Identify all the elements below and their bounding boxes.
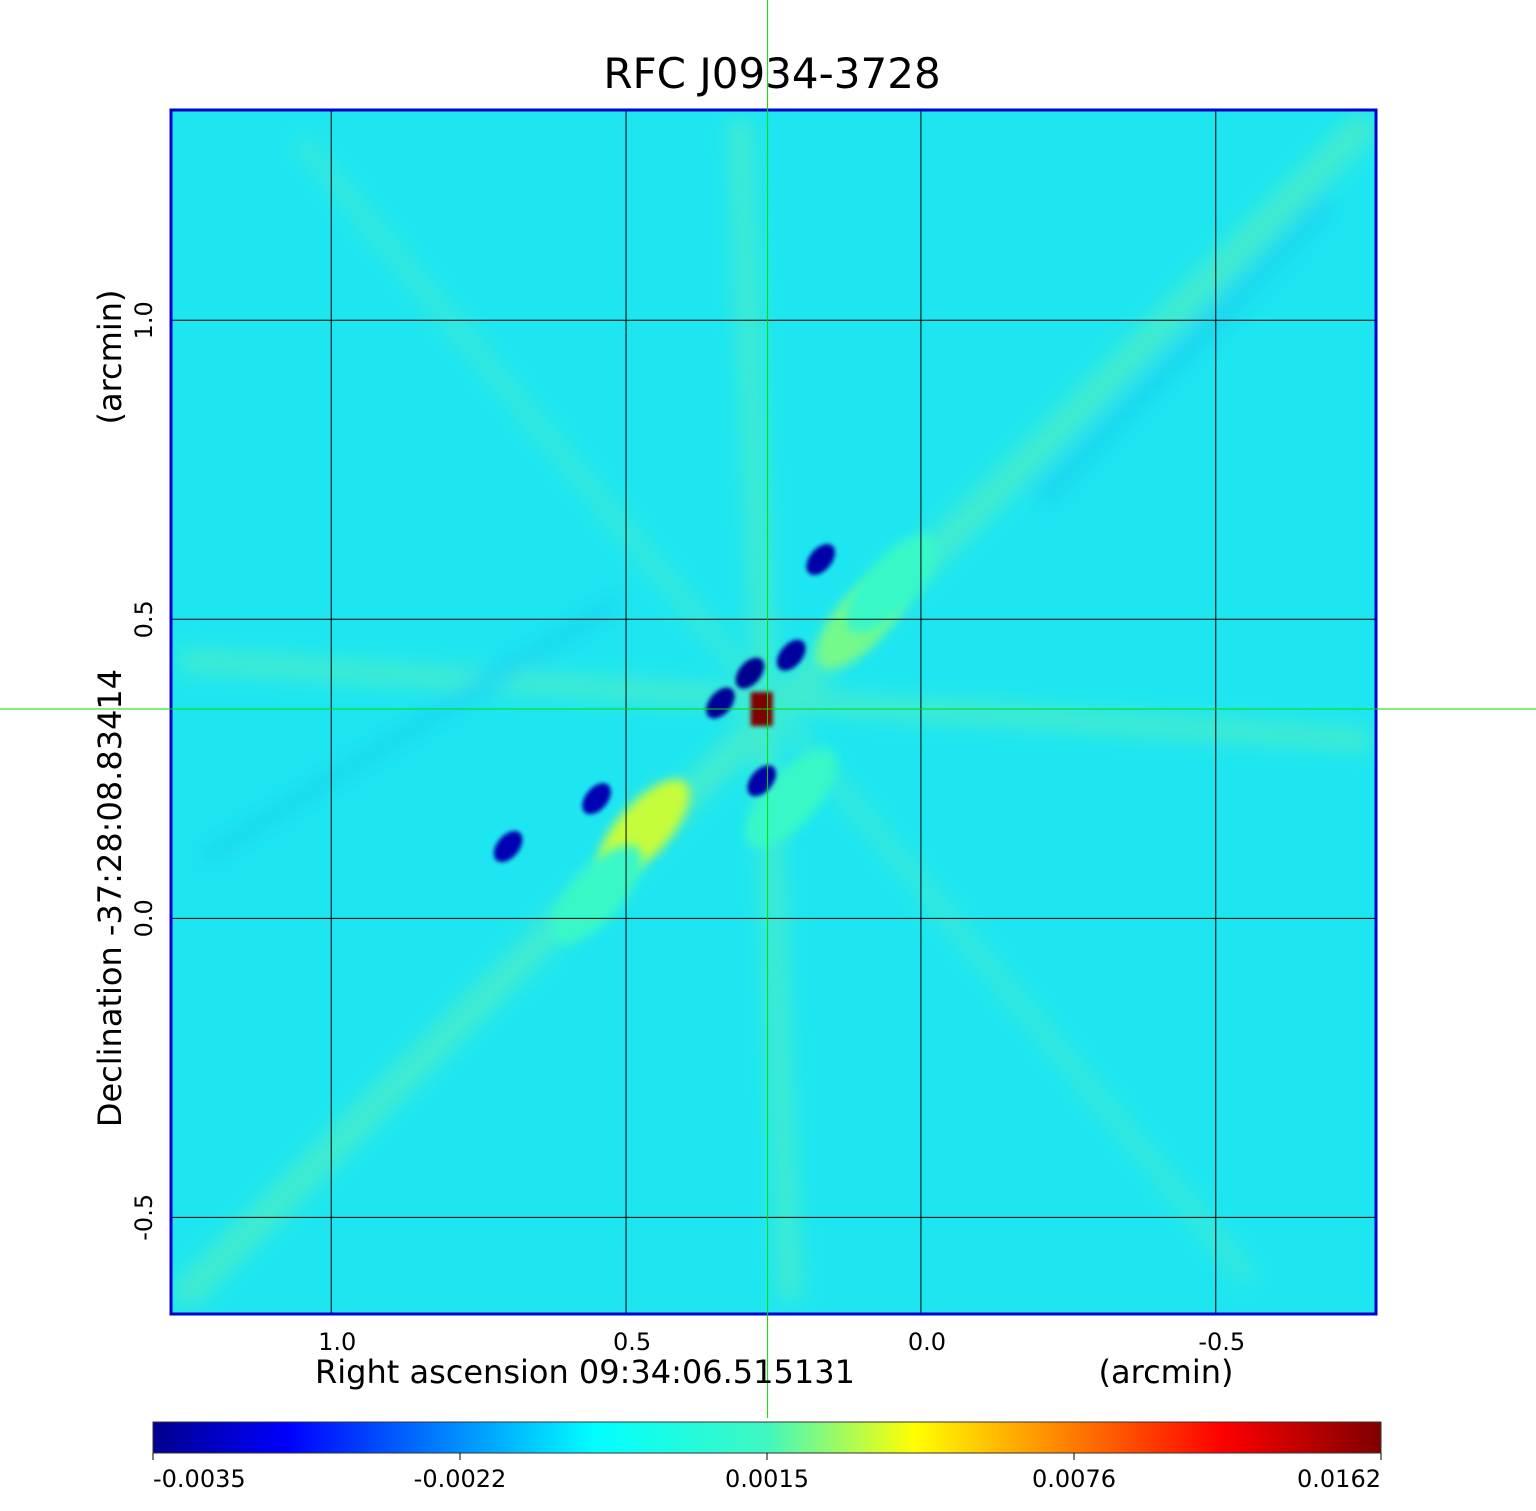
x-tick-label-3: -0.5: [1198, 1328, 1245, 1356]
colorbar-tick-label-0: -0.0035: [153, 1465, 246, 1493]
positive-lobe-4: [845, 534, 938, 633]
y-axis-unit: (arcmin): [91, 290, 129, 425]
y-tick-label-1: 0.5: [130, 600, 158, 638]
positive-lobe-2: [550, 845, 643, 944]
y-axis-label: Declination -37:28:08.83414: [91, 669, 129, 1127]
negative-spot-9: [806, 544, 835, 576]
y-tick-label-2: 0.0: [130, 899, 158, 937]
positive-lobe-5: [745, 749, 837, 848]
y-tick-label-0: 1.0: [130, 301, 158, 339]
negative-spot-6: [735, 657, 765, 689]
colorbar-tick-label-2: 0.0015: [725, 1465, 809, 1493]
x-tick-label-0: 1.0: [318, 1328, 356, 1356]
crosshair: [0, 0, 1536, 1418]
negative-spot-11: [493, 831, 523, 863]
x-tick-label-2: 0.0: [908, 1328, 946, 1356]
x-axis-unit: (arcmin): [1099, 1353, 1234, 1391]
negative-spot-10: [582, 783, 611, 815]
colorbar-tick-label-4: 0.0162: [1297, 1465, 1381, 1493]
grid-lines: [172, 111, 1375, 1313]
colorbar-tick-labels: -0.0035 -0.0022 0.0015 0.0076 0.0162: [152, 1453, 1382, 1493]
y-tick-labels: 1.0 0.5 0.0 -0.5: [130, 301, 158, 1241]
colorbar-tick-label-3: 0.0076: [1032, 1465, 1116, 1493]
negative-spot-8: [776, 639, 806, 671]
x-tick-labels: 1.0 0.5 0.0 -0.5: [318, 1328, 1245, 1356]
x-tick-label-1: 0.5: [613, 1328, 651, 1356]
chart-title: RFC J0934-3728: [603, 49, 940, 98]
plot-frame: [169, 108, 1378, 1316]
negative-spot-7: [706, 687, 735, 719]
x-axis-label: Right ascension 09:34:06.515131: [315, 1353, 855, 1391]
y-tick-label-3: -0.5: [130, 1194, 158, 1241]
colorbar-tick-label-1: -0.0022: [414, 1465, 507, 1493]
colorbar: [152, 1421, 1382, 1454]
negative-spot-12: [747, 765, 777, 797]
